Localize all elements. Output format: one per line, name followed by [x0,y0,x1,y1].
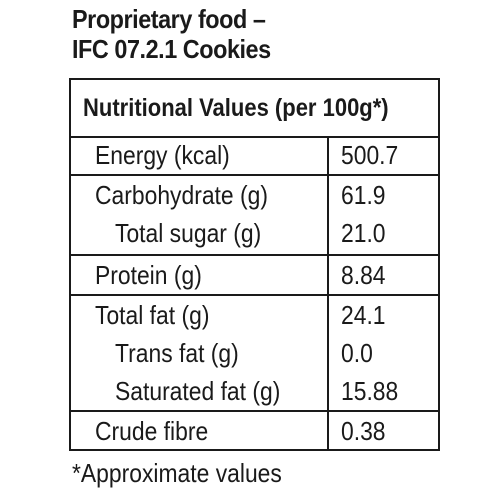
row-value: 8.84 [341,260,386,290]
table-row: Protein (g) 8.84 [71,256,438,294]
row-label: Total fat (g) [95,300,210,330]
table-row: Total fat (g) 24.1 [71,296,438,334]
product-title: Proprietary food – IFC 07.2.1 Cookies [72,4,271,64]
row-value: 21.0 [341,218,386,248]
row-value: 15.88 [341,376,399,406]
row-group-energy: Energy (kcal) 500.7 [71,136,438,176]
column-divider [327,136,329,449]
row-value: 24.1 [341,300,386,330]
row-group-fibre: Crude fibre 0.38 [71,412,438,449]
row-value: 0.0 [341,338,373,368]
product-title-line-2: IFC 07.2.1 Cookies [72,34,271,64]
row-label: Trans fat (g) [115,338,239,368]
row-group-protein: Protein (g) 8.84 [71,256,438,296]
table-row: Carbohydrate (g) 61.9 [71,176,438,214]
row-label: Crude fibre [95,416,209,446]
row-label: Protein (g) [95,260,202,290]
table-row: Crude fibre 0.38 [71,412,438,450]
row-value: 61.9 [341,180,386,210]
row-label: Total sugar (g) [115,218,262,248]
table-row: Energy (kcal) 500.7 [71,136,438,174]
row-group-fat: Total fat (g) 24.1 Trans fat (g) 0.0 Sat… [71,296,438,412]
row-label: Energy (kcal) [95,140,230,170]
nutrition-table: Nutritional Values (per 100g*) Energy (k… [69,78,440,451]
row-value: 500.7 [341,140,399,170]
row-value: 0.38 [341,416,386,446]
table-row: Trans fat (g) 0.0 [71,334,438,372]
nutrition-table-header-label: Nutritional Values (per 100g*) [83,94,389,122]
product-title-line-1: Proprietary food – [72,4,266,34]
nutrition-table-header: Nutritional Values (per 100g*) [71,80,438,138]
row-label: Saturated fat (g) [115,376,281,406]
row-label: Carbohydrate (g) [95,180,268,210]
footnote: *Approximate values [72,458,282,488]
table-row: Total sugar (g) 21.0 [71,214,438,252]
row-group-carbohydrate: Carbohydrate (g) 61.9 Total sugar (g) 21… [71,176,438,256]
table-row: Saturated fat (g) 15.88 [71,372,438,410]
